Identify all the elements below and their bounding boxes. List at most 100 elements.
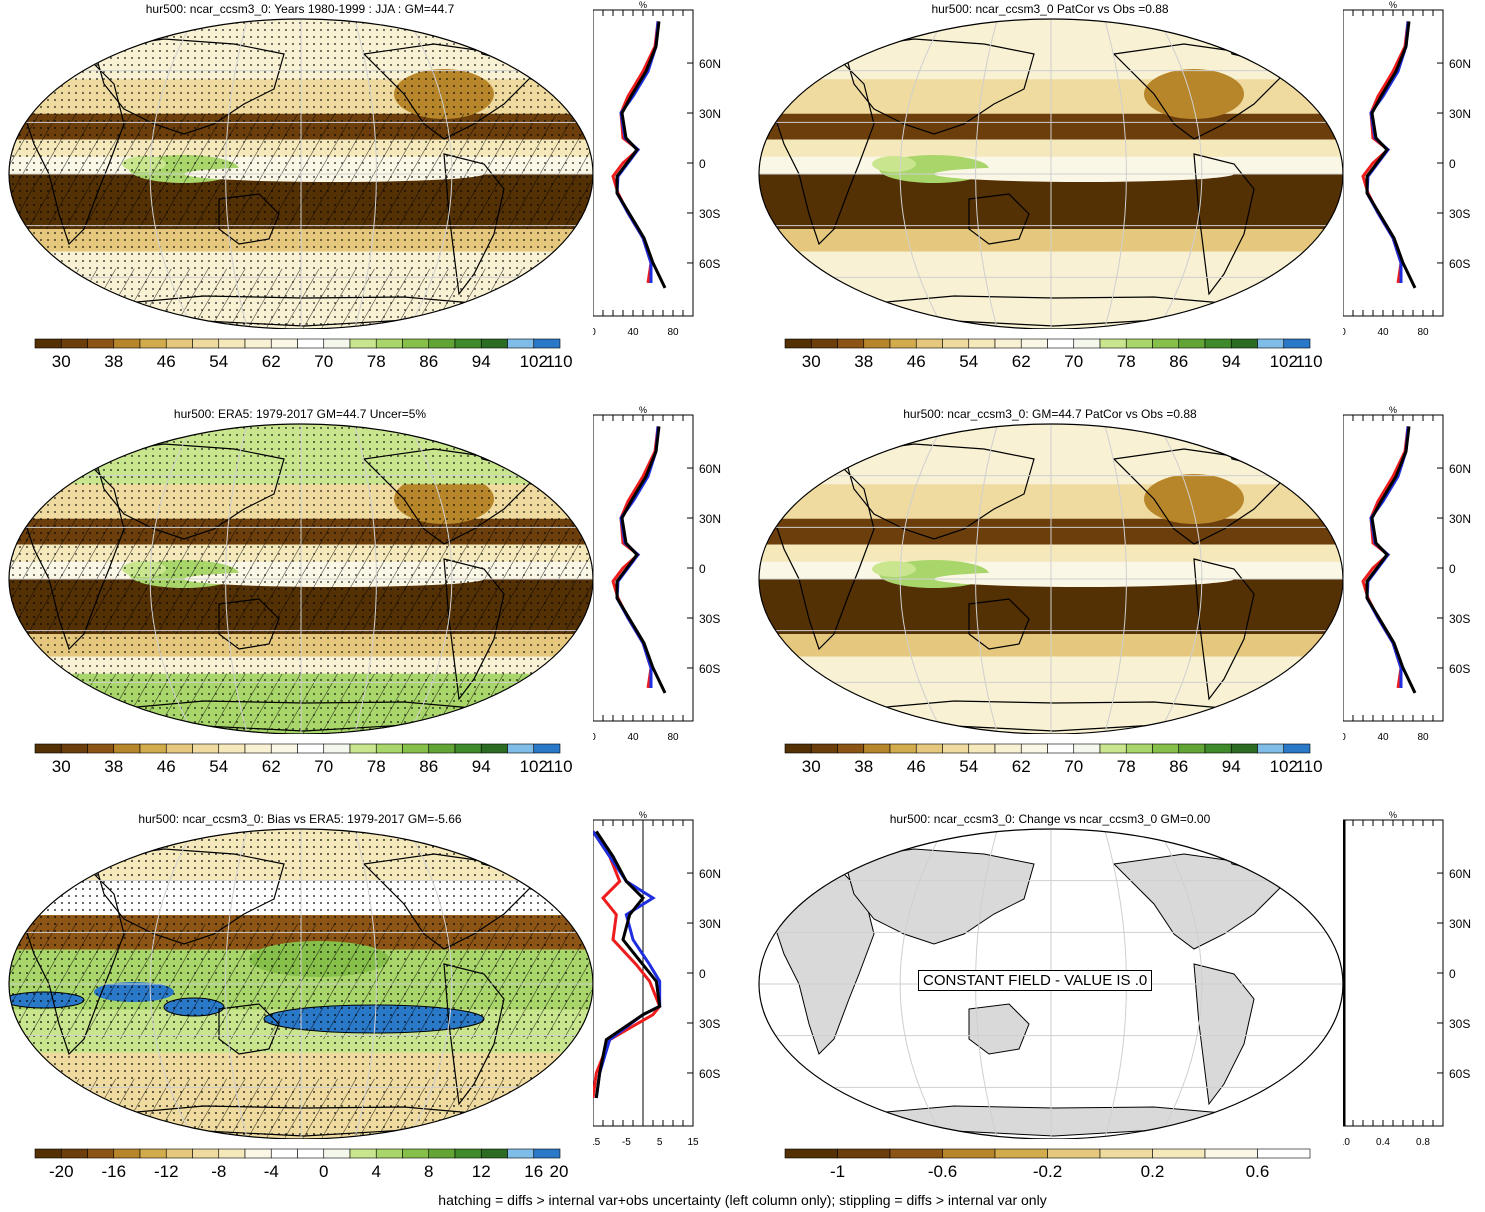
colorbar-label: 70 (314, 757, 334, 776)
colorbar (34, 338, 561, 349)
colorbar-label: 12 (471, 1162, 491, 1181)
profile-xtick: 80 (1417, 732, 1429, 743)
colorbar-label: 30 (801, 352, 821, 371)
profile-xtick: 80 (667, 732, 679, 743)
colorbar (784, 338, 1311, 349)
lat-label: 0 (1449, 157, 1456, 171)
colorbar (784, 743, 1311, 754)
zonal-mean-profile: % 60N 30N 0 30S 60S 0 40 80 (1343, 0, 1471, 338)
profile-frame (1343, 9, 1444, 317)
colorbar-label: 70 (1064, 757, 1084, 776)
lat-label: 60S (699, 257, 720, 271)
panel-title: hur500: ncar_ccsm3_0: Change vs ncar_ccs… (889, 812, 1211, 826)
map-panel-p2: hur500: ncar_ccsm3_0 PatCor vs Obs =0.88… (750, 0, 1485, 380)
colorbar-label: 38 (104, 352, 124, 371)
profile-unit: % (1389, 810, 1397, 820)
map-field (759, 424, 1343, 734)
colorbar-labels: 30 38 46 54 62 70 78 86 94 102 110 (784, 757, 1323, 779)
colorbar-label: 54 (959, 757, 979, 776)
profile-model-line (615, 426, 667, 694)
map-panel-p1: hur500: ncar_ccsm3_0: Years 1980-1999 : … (0, 0, 735, 380)
map-field (9, 829, 593, 1139)
colorbar-label: 4 (371, 1162, 381, 1181)
colorbar-label: 86 (1169, 757, 1189, 776)
lat-label: 60N (1449, 57, 1471, 71)
lat-label: 30N (1449, 512, 1471, 526)
lat-label: 30S (1449, 207, 1470, 221)
profile-model-line (594, 830, 662, 1099)
colorbar-label: 110 (545, 352, 573, 371)
graticule (759, 19, 1343, 329)
profile-xtick: 40 (627, 732, 639, 743)
graticule (9, 829, 593, 1139)
colorbar-label: 0.6 (1245, 1162, 1270, 1181)
colorbar-label: -20 (48, 1162, 74, 1181)
lat-label: 30N (699, 512, 721, 526)
colorbar-label: 54 (209, 352, 229, 371)
colorbar-label: -1 (829, 1162, 846, 1181)
colorbar-label: 70 (1064, 352, 1084, 371)
graticule (9, 19, 593, 329)
profile-xtick: 5 (657, 1137, 663, 1148)
panel-title: hur500: ncar_ccsm3_0: GM=44.7 PatCor vs … (903, 407, 1197, 421)
profile-model-line (1365, 426, 1417, 694)
graticule (759, 829, 1343, 1139)
colorbar-label: 38 (854, 352, 874, 371)
colorbar-label: 62 (1011, 757, 1031, 776)
colorbar-label: 62 (261, 757, 281, 776)
colorbar-label: -8 (211, 1162, 227, 1181)
colorbar-label: 86 (419, 757, 439, 776)
profile-xtick: 80 (1417, 327, 1429, 338)
world-map (8, 828, 594, 1139)
colorbar-labels: -1 -0.6 -0.2 0.2 0.6 (784, 1162, 1309, 1184)
colorbar-label: -16 (101, 1162, 127, 1181)
lat-label: 60N (699, 57, 721, 71)
zonal-mean-profile: % 60N 30N 0 30S 60S 0 40 80 (1343, 405, 1471, 743)
profile-unit: % (639, 405, 647, 415)
colorbar-label: 38 (854, 757, 874, 776)
colorbar-label: 20 (549, 1162, 569, 1181)
profile-xtick: 0 (1343, 732, 1346, 743)
profile-xtick: -5 (622, 1137, 631, 1148)
colorbar-label: 30 (51, 352, 71, 371)
graticule (759, 424, 1343, 734)
colorbar-label: 102 (1269, 757, 1298, 776)
lat-label: 30N (1449, 917, 1471, 931)
world-map (758, 423, 1344, 734)
lat-label: 60S (699, 662, 720, 676)
profile-xtick: 40 (1377, 732, 1389, 743)
lat-label: 0 (1449, 967, 1456, 981)
footer-note: hatching = diffs > internal var+obs unce… (438, 1192, 1047, 1208)
profile-unit: % (639, 810, 647, 820)
lat-label: 30N (699, 107, 721, 121)
colorbar-label: -0.6 (927, 1162, 958, 1181)
graticule (9, 424, 593, 734)
colorbar-label: 102 (519, 757, 548, 776)
profile-xtick: 0 (1343, 327, 1346, 338)
map-field (759, 19, 1343, 329)
colorbar-labels: -20 -16 -12 -8 -4 0 4 8 12 16 20 (34, 1162, 569, 1184)
colorbar (784, 1148, 1311, 1159)
profile-frame (593, 414, 694, 722)
profile-xtick: 0.8 (1416, 1137, 1430, 1148)
lat-label: 60N (1449, 867, 1471, 881)
colorbar-label: 94 (471, 757, 491, 776)
colorbar-label: 16 (524, 1162, 544, 1181)
colorbar-label: 38 (104, 757, 124, 776)
colorbar-label: 8 (424, 1162, 434, 1181)
world-map (8, 423, 594, 734)
colorbar-label: 94 (471, 352, 491, 371)
profile-model-line (615, 21, 667, 289)
map-panel-p6: hur500: ncar_ccsm3_0: Change vs ncar_ccs… (750, 810, 1485, 1190)
colorbar-label: 46 (906, 757, 926, 776)
profile-unit: % (1389, 0, 1397, 10)
colorbar-label: 54 (209, 757, 229, 776)
profile-xtick: 0 (593, 327, 596, 338)
colorbar-label: 0.2 (1140, 1162, 1165, 1181)
lat-label: 60N (699, 867, 721, 881)
map-field (9, 424, 593, 734)
lat-label: 30S (699, 612, 720, 626)
colorbar-label: 110 (1295, 352, 1323, 371)
lat-label: 30N (699, 917, 721, 931)
lat-label: 60S (1449, 1067, 1470, 1081)
